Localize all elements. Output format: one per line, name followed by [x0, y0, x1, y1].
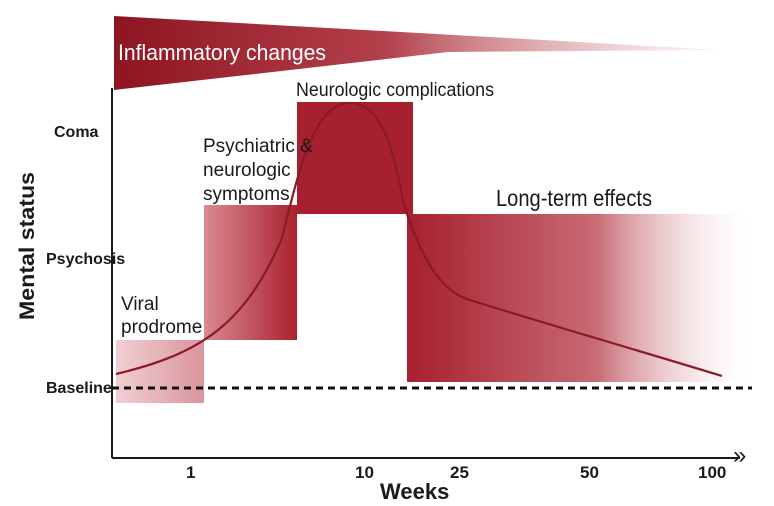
neurologic-complications-label: Neurologic complications: [296, 80, 494, 101]
x-axis-arrow: »: [733, 442, 746, 469]
psychiatric-label-line1: Psychiatric &: [203, 136, 313, 157]
viral-prodrome-label-line1: Viral: [121, 294, 159, 315]
viral-prodrome-block: [116, 340, 204, 403]
inflammatory-changes-band: Inflammatory changes: [114, 16, 722, 90]
x-tick-100: 100: [698, 463, 726, 482]
x-tick-25: 25: [450, 463, 469, 482]
y-axis-title: Mental status: [16, 172, 39, 320]
x-tick-50: 50: [580, 463, 599, 482]
x-tick-10: 10: [355, 463, 374, 482]
psychiatric-label-line3: symptoms: [203, 184, 290, 205]
y-level-psychosis: Psychosis: [46, 251, 125, 268]
viral-prodrome-label-line2: prodrome: [121, 317, 202, 338]
psychiatric-label-line2: neurologic: [203, 160, 291, 181]
long-term-effects-block: [407, 214, 750, 382]
neurologic-complications-block: [297, 102, 413, 214]
x-axis-title: Weeks: [380, 479, 449, 504]
inflammatory-label: Inflammatory changes: [118, 40, 326, 65]
y-level-coma: Coma: [54, 124, 99, 141]
long-term-effects-label: Long-term effects: [496, 185, 652, 211]
inflammatory-wedge: [114, 16, 722, 90]
psychiatric-neurologic-block: [204, 205, 297, 340]
x-tick-1: 1: [186, 463, 195, 482]
mental-status-curve: [115, 101, 723, 378]
y-level-baseline: Baseline: [46, 380, 112, 397]
